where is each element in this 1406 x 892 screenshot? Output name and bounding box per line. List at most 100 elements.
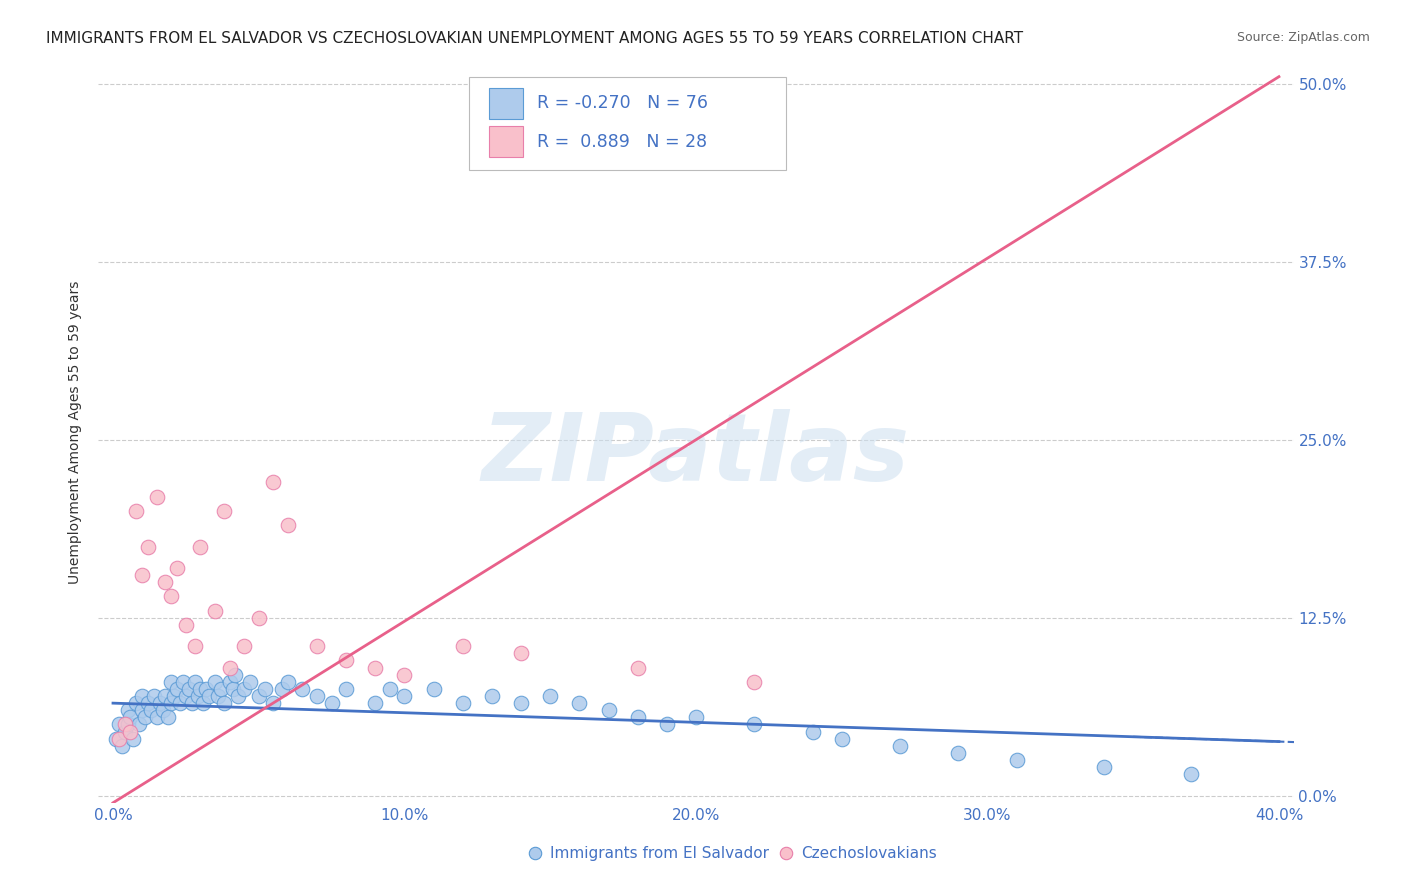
Point [177,681,200,696]
Point [271,681,294,696]
Point [131,689,153,703]
Point [120,724,142,739]
Point [451,639,474,653]
Point [1005,753,1028,767]
Point [122,731,145,746]
Point [228,689,250,703]
Point [125,504,148,518]
Point [174,689,197,703]
Text: R = -0.270   N = 76: R = -0.270 N = 76 [537,95,709,112]
Text: Immigrants from El Salvador: Immigrants from El Salvador [550,846,769,861]
Point [160,590,183,604]
Point [291,681,314,696]
Point [262,475,284,490]
Y-axis label: Unemployment Among Ages 55 to 59 years: Unemployment Among Ages 55 to 59 years [69,281,83,584]
Point [335,653,357,667]
Point [321,696,343,710]
Point [801,724,824,739]
Point [160,696,183,710]
Point [157,710,180,724]
Point [186,689,208,703]
Point [145,490,167,504]
Point [247,611,270,625]
Point [108,717,131,731]
Point [218,660,240,674]
Point [481,689,503,703]
Point [139,703,162,717]
Point [889,739,911,753]
Point [160,674,183,689]
Point [172,674,194,689]
Point [1092,760,1115,774]
Point [136,696,159,710]
Point [378,681,401,696]
Point [166,681,188,696]
Point [685,710,707,724]
Point [108,731,131,746]
Point [568,696,591,710]
Point [169,696,191,710]
Point [422,681,444,696]
Point [831,731,853,746]
Point [207,689,229,703]
Point [125,696,148,710]
Text: Czechoslovakians: Czechoslovakians [801,846,936,861]
Text: R =  0.889   N = 28: R = 0.889 N = 28 [537,133,707,151]
Point [233,639,256,653]
Point [142,689,165,703]
Point [538,689,561,703]
Point [204,604,226,618]
Point [120,710,142,724]
Point [134,710,156,724]
Point [128,717,150,731]
Point [247,689,270,703]
Point [451,696,474,710]
Point [174,617,197,632]
Point [627,710,650,724]
Point [598,703,620,717]
Point [742,674,765,689]
Point [155,575,177,590]
Point [1180,767,1202,781]
Point [253,681,276,696]
Point [180,696,202,710]
Point [152,703,174,717]
FancyBboxPatch shape [489,87,523,119]
Point [131,568,153,582]
Point [117,717,139,731]
Point [166,561,188,575]
Point [364,696,387,710]
Point [193,696,215,710]
Point [277,518,299,533]
Text: Source: ZipAtlas.com: Source: ZipAtlas.com [1237,31,1371,45]
Point [948,746,970,760]
Point [114,724,136,739]
Point [149,696,172,710]
Point [305,639,328,653]
Point [145,710,167,724]
Point [111,739,134,753]
Point [335,681,357,696]
Point [136,540,159,554]
Point [1166,886,1188,892]
Point [190,681,212,696]
Text: IMMIGRANTS FROM EL SALVADOR VS CZECHOSLOVAKIAN UNEMPLOYMENT AMONG AGES 55 TO 59 : IMMIGRANTS FROM EL SALVADOR VS CZECHOSLO… [46,31,1022,46]
Point [204,674,226,689]
Point [163,689,186,703]
Point [190,540,212,554]
Point [209,681,232,696]
FancyBboxPatch shape [489,126,523,157]
Point [233,681,256,696]
Point [212,504,235,518]
Point [262,696,284,710]
Point [277,674,299,689]
Point [131,703,153,717]
Point [742,717,765,731]
Point [212,696,235,710]
Point [364,660,387,674]
Text: ZIPatlas: ZIPatlas [482,409,910,500]
Point [195,681,218,696]
Point [394,667,416,681]
Point [114,717,136,731]
Point [117,703,139,717]
